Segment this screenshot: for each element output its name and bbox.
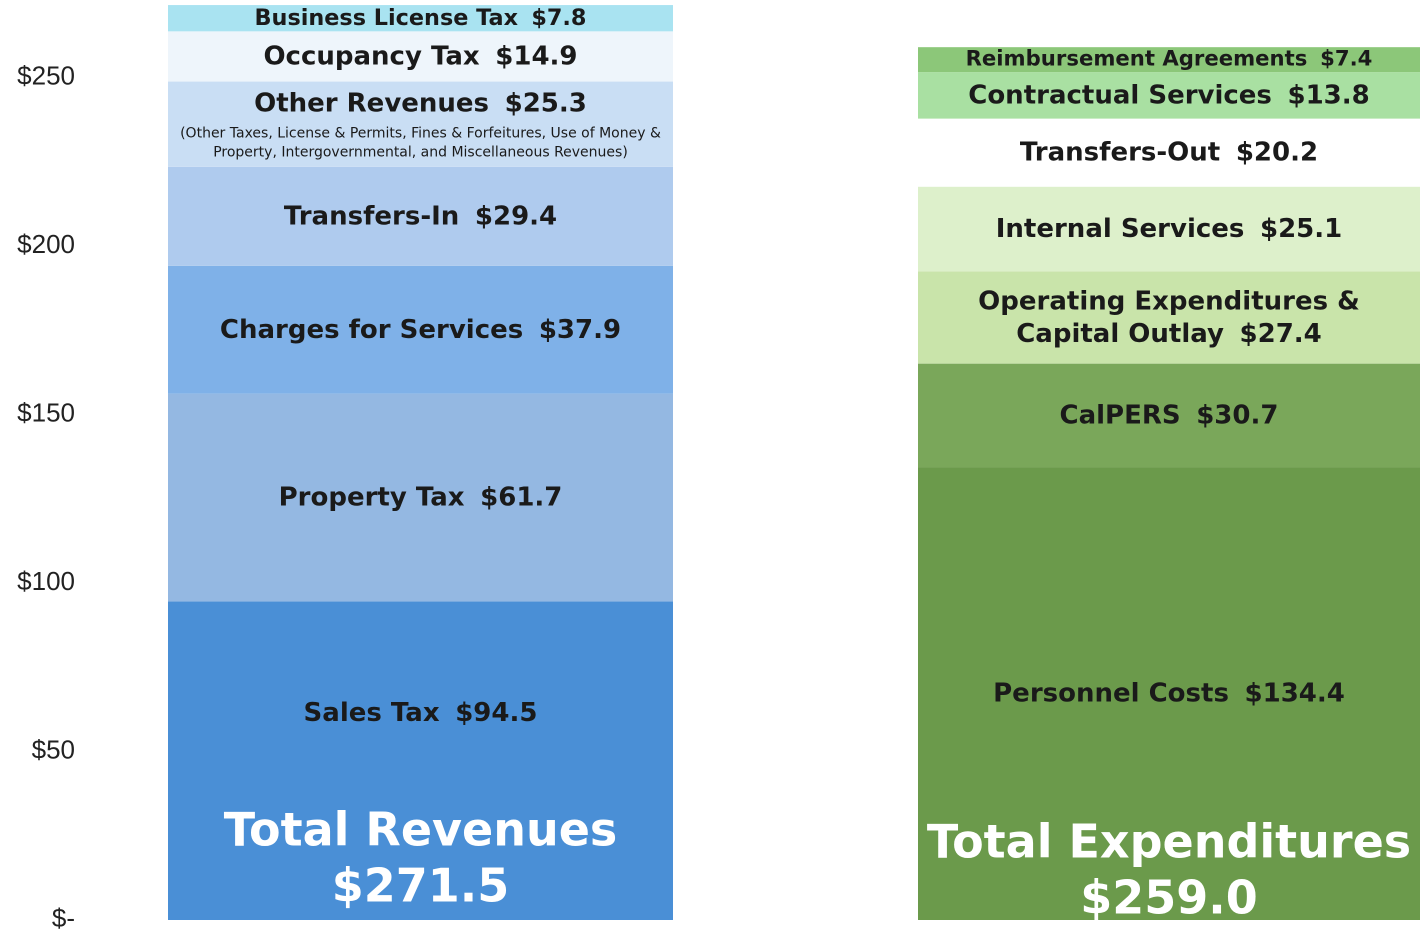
total-label: Total Expenditures [927, 815, 1411, 869]
segment-note: (Other Taxes, License & Permits, Fines &… [180, 126, 661, 142]
segment-label: Occupancy Tax $14.9 [263, 41, 577, 71]
y-tick-label: $100 [17, 566, 75, 596]
segment-name: Personnel Costs [993, 678, 1229, 708]
segment-name: Occupancy Tax [263, 41, 479, 71]
bar-segment [918, 118, 1420, 187]
bar-segment [918, 72, 1420, 119]
segment-value: $37.9 [539, 314, 621, 344]
y-tick-label: $- [52, 903, 75, 933]
segment-name: Business License Tax [255, 5, 519, 31]
bar-segment [168, 393, 673, 602]
segment-value: $7.8 [531, 5, 586, 31]
segment-name: Transfers-Out [1020, 137, 1220, 167]
bar-segment [168, 31, 673, 82]
segment-label: Transfers-In $29.4 [284, 201, 557, 231]
segment-label: Personnel Costs $134.4 [993, 678, 1345, 708]
segment-label: Other Revenues $25.3 [254, 88, 587, 118]
segment-value: $29.4 [475, 201, 557, 231]
bar-segment [918, 363, 1420, 468]
bar-segment [168, 601, 673, 920]
segment-value: $27.4 [1240, 318, 1322, 348]
segment-name: Transfers-In [284, 201, 459, 231]
segment-name: CalPERS [1060, 400, 1181, 430]
segment-value: $25.3 [505, 88, 587, 118]
bar-segment [168, 81, 673, 167]
segment-name: Sales Tax [304, 698, 440, 728]
segment-name: Operating Expenditures & [978, 286, 1360, 316]
segment-name: Reimbursement Agreements [966, 46, 1308, 71]
y-tick-label: $200 [17, 229, 75, 259]
segment-value: $61.7 [480, 482, 562, 512]
bar-segment [918, 186, 1420, 272]
bar-segment [168, 265, 673, 394]
segment-name: Capital Outlay [1016, 318, 1224, 348]
segment-name: Charges for Services [220, 314, 523, 344]
segment-value: $14.9 [495, 41, 577, 71]
bar-segment [168, 166, 673, 266]
total-value: $259.0 [1080, 871, 1258, 925]
segment-note: Property, Intergovernmental, and Miscell… [213, 145, 628, 161]
y-tick-label: $50 [32, 734, 75, 764]
segment-value: $13.8 [1288, 80, 1370, 110]
segment-name: Other Revenues [254, 88, 489, 118]
segment-label: Charges for Services $37.9 [220, 314, 621, 344]
segment-value: $7.4 [1320, 46, 1372, 71]
y-tick-label: $250 [17, 60, 75, 90]
segment-value: $20.2 [1236, 137, 1318, 167]
bar-segment [168, 5, 673, 32]
segment-value: $30.7 [1196, 400, 1278, 430]
y-tick-label: $150 [17, 397, 75, 427]
segment-label: Transfers-Out $20.2 [1020, 137, 1318, 167]
segment-label: Sales Tax $94.5 [304, 698, 538, 728]
segment-value: $94.5 [455, 698, 537, 728]
segment-label: CalPERS $30.7 [1060, 400, 1279, 430]
segment-label: Business License Tax $7.8 [255, 5, 587, 31]
segment-label: Contractual Services $13.8 [968, 80, 1370, 110]
bar-segment [918, 47, 1420, 73]
segment-label: Reimbursement Agreements $7.4 [966, 46, 1373, 71]
segment-value: $25.1 [1260, 213, 1342, 243]
total-value: $271.5 [332, 859, 510, 913]
bar-segment [918, 467, 1420, 920]
segment-value: $134.4 [1245, 678, 1345, 708]
segment-name: Internal Services [996, 213, 1245, 243]
segment-label: Internal Services $25.1 [996, 213, 1343, 243]
segment-label: Operating Expenditures & [978, 286, 1360, 316]
total-label: Total Revenues [224, 803, 618, 857]
bar-segment [918, 271, 1420, 364]
segment-label: Capital Outlay $27.4 [1016, 318, 1322, 348]
segment-label: Property Tax $61.7 [279, 482, 563, 512]
segment-name: Property Tax [279, 482, 465, 512]
segment-name: Contractual Services [968, 80, 1272, 110]
